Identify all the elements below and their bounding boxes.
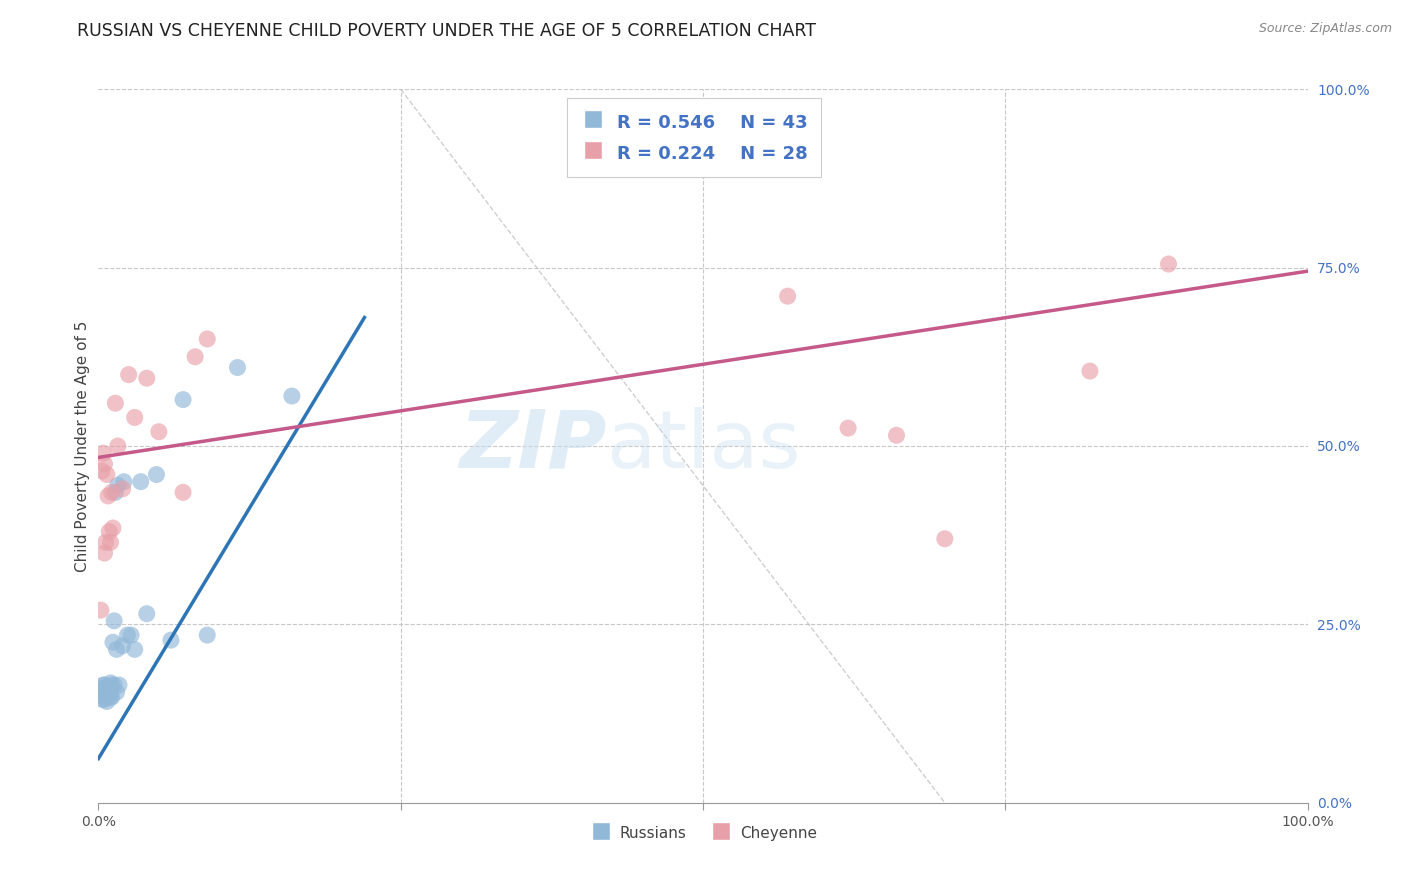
Point	[108, 678, 131, 692]
Point	[91, 446, 114, 460]
Point	[172, 392, 194, 407]
Point	[97, 681, 120, 696]
Point	[100, 676, 122, 690]
Point	[1157, 257, 1180, 271]
Legend: Russians, Cheyenne: Russians, Cheyenne	[583, 818, 823, 848]
Point	[105, 642, 128, 657]
Point	[124, 410, 146, 425]
Point	[100, 690, 122, 705]
Point	[281, 389, 304, 403]
Point	[135, 371, 157, 385]
Point	[101, 521, 124, 535]
Point	[97, 689, 120, 703]
Point	[93, 685, 115, 699]
Point	[124, 642, 146, 657]
Point	[886, 428, 908, 442]
Point	[111, 639, 134, 653]
Point	[148, 425, 170, 439]
Point	[100, 678, 122, 692]
Point	[91, 692, 114, 706]
Point	[1078, 364, 1101, 378]
Point	[91, 464, 114, 478]
Point	[98, 687, 121, 701]
Point	[91, 689, 114, 703]
Point	[94, 535, 117, 549]
Point	[934, 532, 956, 546]
Point	[118, 368, 141, 382]
Point	[120, 628, 142, 642]
Point	[105, 685, 128, 699]
Point	[776, 289, 799, 303]
Point	[195, 332, 218, 346]
Point	[94, 683, 117, 698]
Point	[91, 681, 114, 696]
Point	[129, 475, 152, 489]
Point	[172, 485, 194, 500]
Point	[117, 628, 139, 642]
Point	[100, 485, 122, 500]
Point	[96, 680, 118, 694]
Point	[160, 633, 183, 648]
Point	[195, 628, 218, 642]
Point	[96, 685, 118, 699]
Text: ZIP: ZIP	[458, 407, 606, 485]
Point	[96, 694, 118, 708]
Text: Source: ZipAtlas.com: Source: ZipAtlas.com	[1258, 22, 1392, 36]
Point	[98, 680, 121, 694]
Point	[91, 678, 114, 692]
Text: RUSSIAN VS CHEYENNE CHILD POVERTY UNDER THE AGE OF 5 CORRELATION CHART: RUSSIAN VS CHEYENNE CHILD POVERTY UNDER …	[77, 22, 817, 40]
Point	[93, 692, 115, 706]
Point	[100, 535, 122, 549]
Point	[145, 467, 167, 482]
Point	[184, 350, 207, 364]
Point	[103, 678, 125, 692]
Point	[103, 614, 125, 628]
Point	[111, 482, 134, 496]
Point	[837, 421, 859, 435]
Point	[226, 360, 249, 375]
Point	[90, 685, 112, 699]
Text: atlas: atlas	[606, 407, 800, 485]
Point	[98, 524, 121, 539]
Point	[101, 635, 124, 649]
Point	[100, 690, 122, 705]
Point	[104, 485, 127, 500]
Y-axis label: Child Poverty Under the Age of 5: Child Poverty Under the Age of 5	[75, 320, 90, 572]
Point	[93, 546, 115, 560]
Point	[93, 457, 115, 471]
Point	[104, 396, 127, 410]
Point	[90, 603, 112, 617]
Point	[94, 690, 117, 705]
Point	[135, 607, 157, 621]
Point	[112, 475, 135, 489]
Point	[96, 467, 118, 482]
Point	[107, 478, 129, 492]
Point	[100, 683, 122, 698]
Point	[93, 678, 115, 692]
Point	[107, 439, 129, 453]
Point	[97, 489, 120, 503]
